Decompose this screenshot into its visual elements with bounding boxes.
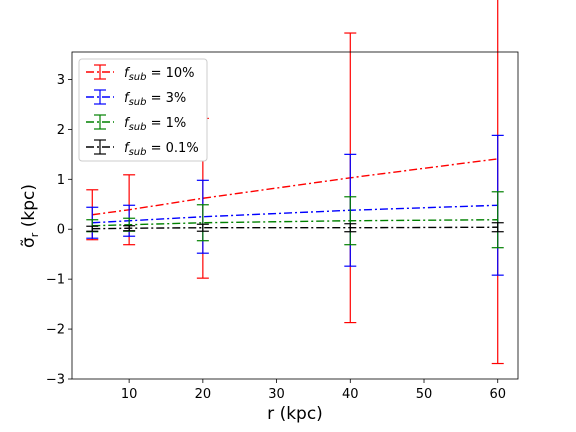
legend-box — [78, 58, 208, 162]
x-tick-label: 40 — [342, 387, 359, 402]
y-tick-label: 2 — [57, 123, 65, 138]
error-bar — [344, 196, 357, 246]
series-layer — [86, 0, 504, 365]
legend-label: fsub = 0.1% — [124, 141, 199, 158]
x-tick-label: 20 — [195, 387, 212, 402]
error-bar — [344, 223, 357, 233]
y-axis-label-subscript: r — [28, 232, 41, 237]
series-line — [92, 204, 498, 224]
error-bar — [491, 222, 504, 233]
legend: fsub = 10% fsub = 3% fsub = 1% fsub = 0.1% — [78, 58, 208, 162]
legend-label: fsub = 1% — [124, 116, 186, 133]
legend-label: fsub = 3% — [124, 91, 186, 108]
series-3 — [86, 222, 504, 233]
y-tick-label: −1 — [46, 273, 65, 288]
y-tick-label: −3 — [46, 373, 65, 388]
y-tick-label: 1 — [57, 173, 65, 188]
error-bar — [86, 225, 99, 232]
y-axis-label-symbol: σ̃ — [19, 237, 39, 248]
legend-entry: fsub = 0.1% — [86, 139, 199, 158]
x-axis-label: r (kpc) — [267, 404, 323, 424]
x-tick-label: 10 — [121, 387, 138, 402]
y-axis-label-unit: (kpc) — [19, 184, 39, 233]
legend-label: fsub = 10% — [124, 66, 195, 83]
x-tick-label: 60 — [489, 387, 506, 402]
y-axis-label: σ̃r (kpc) — [19, 184, 41, 248]
legend-entry: fsub = 1% — [86, 114, 186, 133]
y-tick-label: −2 — [46, 323, 65, 338]
x-tick-label: 50 — [416, 387, 433, 402]
y-tick-label: 0 — [57, 223, 65, 238]
x-tick-label: 30 — [268, 387, 285, 402]
legend-entry: fsub = 10% — [86, 64, 195, 83]
error-bar — [196, 204, 209, 242]
legend-items: fsub = 10% fsub = 3% fsub = 1% fsub = 0.1% — [86, 64, 199, 158]
error-bar — [196, 223, 209, 232]
x-axis-ticks: 10 20 30 40 50 60 — [121, 379, 506, 402]
series-line — [92, 226, 498, 230]
series-line — [92, 219, 498, 227]
error-bar — [491, 191, 504, 249]
error-bar — [123, 225, 136, 232]
y-tick-label: 3 — [57, 73, 65, 88]
y-axis-ticks: −3 −2 −1 0 1 2 3 — [46, 73, 72, 388]
plot-frame — [71, 51, 519, 380]
legend-entry: fsub = 3% — [86, 89, 186, 108]
series-line — [92, 158, 498, 216]
